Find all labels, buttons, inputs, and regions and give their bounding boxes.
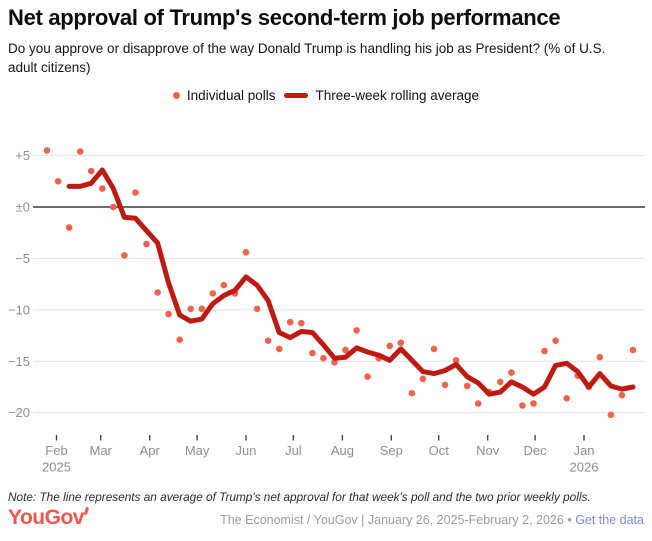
header: Net approval of Trump's second-term job … [8, 5, 644, 77]
get-the-data-link[interactable]: Get the data [575, 513, 644, 527]
rolling-average-line-icon [284, 93, 309, 98]
svg-text:−10: −10 [8, 302, 30, 317]
footnote: Note: The line represents an average of … [8, 490, 591, 504]
legend-item-polls: Individual polls [172, 88, 276, 103]
svg-text:−20: −20 [8, 405, 30, 420]
svg-text:Feb: Feb [45, 443, 67, 458]
page-title: Net approval of Trump's second-term job … [8, 5, 561, 30]
svg-text:2025: 2025 [42, 460, 71, 475]
legend-polls-label: Individual polls [186, 88, 276, 103]
svg-text:2026: 2026 [570, 460, 599, 475]
svg-text:Sep: Sep [380, 443, 403, 458]
svg-text:Mar: Mar [90, 443, 113, 458]
svg-text:−15: −15 [8, 354, 30, 369]
svg-text:−5: −5 [15, 251, 30, 266]
page-subtitle: Do you approve or disapprove of the way … [8, 41, 606, 76]
yougov-logo-mark [83, 506, 90, 516]
svg-text:Nov: Nov [476, 443, 500, 458]
yougov-logo: YouGov [8, 506, 90, 530]
poll-dot-icon [172, 92, 180, 99]
svg-text:Oct: Oct [429, 443, 450, 458]
svg-text:+5: +5 [15, 148, 30, 163]
svg-text:Jun: Jun [236, 443, 257, 458]
yougov-logo-text: YouGov [8, 506, 84, 529]
svg-text:Jan: Jan [574, 443, 595, 458]
source-credit: The Economist / YouGov | January 26, 202… [220, 513, 644, 527]
svg-text:Jul: Jul [285, 443, 302, 458]
svg-text:Dec: Dec [524, 443, 548, 458]
legend-item-average: Three-week rolling average [284, 88, 479, 103]
svg-text:±0: ±0 [16, 200, 30, 215]
credit-text: The Economist / YouGov | January 26, 202… [220, 513, 564, 527]
legend-average-label: Three-week rolling average [315, 88, 480, 103]
svg-text:May: May [185, 443, 210, 458]
legend: Individual polls Three-week rolling aver… [0, 88, 652, 103]
approval-chart: +5 ±0 −5 −10 −15 −20 Feb 2025 Mar Apr May Jun Jul Aug… [8, 147, 645, 475]
credit-separator: • [567, 513, 572, 527]
svg-text:Apr: Apr [140, 443, 161, 458]
chart-area: +5 ±0 −5 −10 −15 −20 Feb 2025 Mar Apr May Jun Jul Aug… [0, 128, 652, 485]
svg-text:Aug: Aug [331, 443, 354, 458]
